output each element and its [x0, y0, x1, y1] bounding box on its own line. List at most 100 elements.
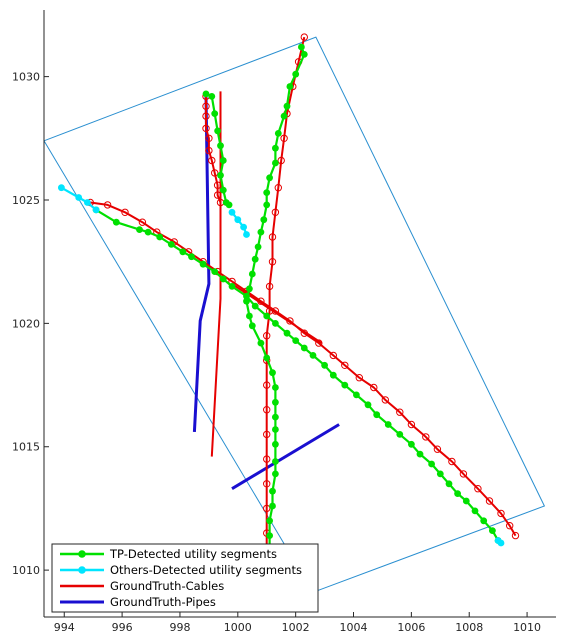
others-detected-point [228, 208, 236, 216]
groundtruth-cables-point [268, 233, 277, 241]
tp-detected-point [445, 480, 453, 488]
others-detected-point [92, 206, 100, 214]
groundtruth-cables-point [268, 258, 277, 266]
groundtruth-cables-point [263, 406, 271, 414]
tp-detected-point [272, 458, 279, 465]
groundtruth-cables-point [103, 201, 112, 209]
groundtruth-cables-point [263, 430, 271, 439]
groundtruth-cables-point [511, 531, 520, 540]
tp-detected-line [205, 92, 230, 206]
tp-detected-point [454, 490, 461, 497]
tp-detected-point [396, 431, 404, 438]
tp-detected-point [211, 110, 219, 117]
groundtruth-cables-point [263, 332, 271, 340]
groundtruth-cables-point [474, 485, 482, 493]
tp-detected-point [269, 502, 276, 510]
tp-detected-point [373, 411, 381, 419]
groundtruth-pipes-line [192, 96, 211, 432]
tp-detected-point [309, 352, 317, 359]
groundtruth-cables-point [211, 169, 219, 177]
tp-detected-point [202, 90, 210, 98]
groundtruth-pipes-line [231, 423, 340, 490]
tp-detected-point [280, 112, 288, 120]
groundtruth-cables-point [497, 509, 505, 518]
tp-detected-point [208, 93, 216, 100]
groundtruth-cables-point [485, 497, 494, 505]
x-tick-label: 1006 [397, 621, 425, 634]
tp-detected-point [408, 440, 415, 448]
y-tick-label: 1015 [12, 441, 40, 454]
tp-detected-point [272, 159, 279, 167]
tp-detected-point [188, 253, 195, 261]
tp-detected-point [341, 381, 349, 389]
tp-detected-point [272, 413, 279, 421]
tp-detected-point [428, 460, 435, 468]
legend-label-others-detected: Others-Detected utility segments [110, 563, 302, 577]
tp-detected-point [248, 270, 256, 278]
x-tick-label: 1000 [224, 621, 252, 634]
legend: TP-Detected utility segments Others-Detec… [51, 543, 319, 613]
tp-detected-point [272, 440, 279, 448]
others-detected-series [58, 184, 505, 547]
tp-detected-point [480, 517, 488, 525]
tp-detected-point [266, 174, 273, 182]
groundtruth-cables-point [205, 134, 213, 143]
legend-label-tp-detected: TP-Detected utility segments [109, 547, 277, 561]
groundtruth-cables-point [300, 33, 308, 41]
groundtruth-cables-point [271, 307, 280, 315]
groundtruth-cables-point [271, 208, 280, 217]
groundtruth-cables-point [202, 124, 210, 133]
tp-detected-point [248, 322, 256, 330]
tp-detected-point [269, 369, 276, 377]
survey-boundary [43, 36, 546, 593]
tp-detected-point [219, 275, 227, 283]
x-tick-label: 1004 [340, 621, 368, 634]
tp-detected-point [272, 426, 279, 433]
groundtruth-cables-point [341, 361, 349, 369]
tp-detected-point [321, 361, 328, 369]
x-tick-label: 1002 [282, 621, 310, 634]
tp-detected-point [214, 127, 222, 135]
tp-detected-point [272, 384, 279, 391]
tp-detected-point [243, 292, 250, 300]
others-detected-line [231, 211, 248, 235]
tp-detected-point [219, 157, 227, 164]
groundtruth-cables-point [202, 112, 210, 120]
legend-label-groundtruth-cables: GroundTruth-Cables [110, 579, 224, 593]
tp-detected-point [257, 339, 265, 347]
tp-detected-point [246, 285, 253, 293]
groundtruth-pipes-series [192, 96, 340, 490]
tp-detected-point [286, 83, 294, 90]
tp-detected-point [364, 401, 372, 409]
others-detected-point [58, 184, 65, 192]
tp-detected-point [384, 421, 392, 428]
tp-detected-point [219, 186, 227, 194]
groundtruth-cables-point [208, 156, 216, 165]
tp-detected-point [263, 189, 271, 197]
tp-detected-point [269, 487, 276, 495]
tp-detected-point [272, 398, 279, 406]
groundtruth-cables-point [300, 329, 308, 337]
tp-detected-point [211, 268, 219, 275]
groundtruth-cables-point [396, 408, 404, 416]
groundtruth-cables-point [422, 433, 430, 441]
tp-detected-point [266, 517, 273, 525]
x-tick-label: 996 [112, 621, 133, 634]
tp-detected-point [292, 70, 300, 78]
groundtruth-cables-point [121, 208, 129, 217]
tp-detected-point [300, 344, 308, 352]
tp-detected-point [353, 391, 360, 399]
groundtruth-cables-point [257, 297, 265, 305]
tp-detected-point [274, 130, 282, 137]
tp-detected-point [251, 255, 259, 263]
groundtruth-cables-point [433, 445, 442, 453]
groundtruth-cables-point [263, 480, 271, 488]
y-tick-label: 1020 [12, 317, 40, 330]
groundtruth-cables-point [286, 317, 294, 325]
groundtruth-cables-point [213, 181, 222, 189]
y-tick-label: 1030 [12, 71, 40, 84]
tp-detected-point [272, 320, 279, 327]
tp-detected-point [260, 216, 268, 224]
groundtruth-cables-point [138, 218, 147, 226]
